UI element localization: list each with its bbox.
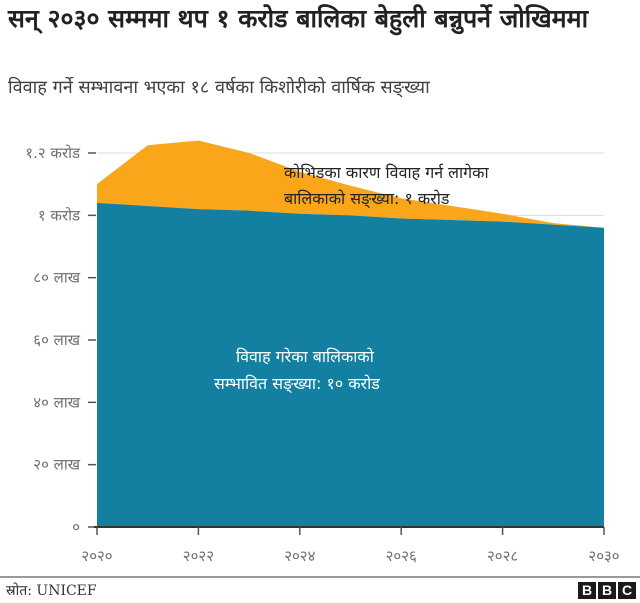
x-tick-label: २०२२ bbox=[183, 547, 214, 565]
x-axis: २०२० २०२२ २०२४ २०२६ २०२८ २०३० bbox=[81, 526, 620, 565]
source-note: स्रोत: UNICEF bbox=[6, 581, 97, 600]
y-tick-label: २० लाख bbox=[33, 456, 80, 474]
bbc-logo-letter: B bbox=[598, 582, 616, 599]
covid-area bbox=[97, 140, 604, 228]
bbc-logo-letter: C bbox=[618, 582, 636, 599]
x-tick-label: २०२० bbox=[81, 547, 112, 565]
married-area bbox=[97, 202, 604, 527]
source-value: UNICEF bbox=[36, 583, 97, 599]
married-annotation-line2: सम्भावित सङ्ख्या: १० करोड bbox=[214, 374, 380, 394]
y-tick-label: ० bbox=[72, 518, 80, 536]
covid-annotation-line1: कोभिडका कारण विवाह गर्न लागेका bbox=[284, 163, 489, 182]
x-tick-label: २०२६ bbox=[386, 547, 417, 565]
covid-annotation-line2: बालिकाको सङ्ख्या: १ करोड bbox=[284, 189, 450, 209]
y-tick-label: ४० लाख bbox=[33, 393, 80, 411]
footer-divider bbox=[0, 576, 640, 578]
chart-title: सन् २०३० सम्ममा थप १ करोड बालिका बेहुली … bbox=[8, 4, 589, 33]
married-annotation-line1: विवाह गरेका बालिकाको bbox=[236, 347, 375, 366]
chart-subtitle: विवाह गर्ने सम्भावना भएका १८ वर्षका किशो… bbox=[8, 77, 430, 98]
x-tick-label: २०२८ bbox=[487, 547, 518, 565]
y-axis: ० २० लाख ४० लाख ६० लाख ८० लाख १ करोड १.२ करोड bbox=[25, 144, 96, 536]
source-label: स्रोत: bbox=[6, 583, 32, 599]
y-tick-label: १.२ करोड bbox=[25, 144, 81, 162]
y-tick-label: ६० लाख bbox=[33, 331, 80, 349]
bbc-logo: B B C bbox=[578, 582, 636, 599]
x-tick-label: २०२४ bbox=[284, 547, 315, 565]
bbc-logo-letter: B bbox=[578, 582, 596, 599]
x-tick-label: २०३० bbox=[588, 547, 619, 565]
y-tick-label: १ करोड bbox=[38, 206, 81, 224]
area-chart: ०२० लाख४० लाख६० लाख८० लाख१ करोड१.२ करोड … bbox=[25, 140, 620, 565]
y-tick-label: ८० लाख bbox=[33, 269, 80, 287]
